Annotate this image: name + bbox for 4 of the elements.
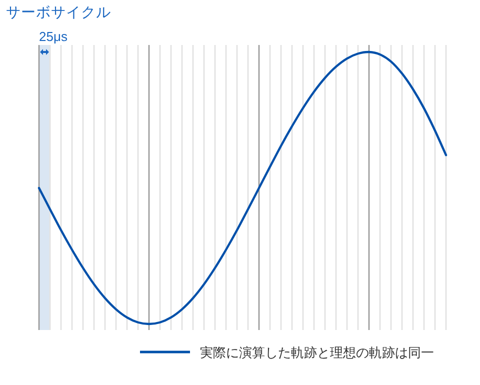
legend-label: 実際に演算した軌跡と理想の軌跡は同一 bbox=[200, 345, 434, 360]
text: 25μs bbox=[39, 29, 68, 44]
legend: 実際に演算した軌跡と理想の軌跡は同一 bbox=[140, 345, 434, 360]
chart-title: サーボサイクル bbox=[6, 5, 111, 21]
